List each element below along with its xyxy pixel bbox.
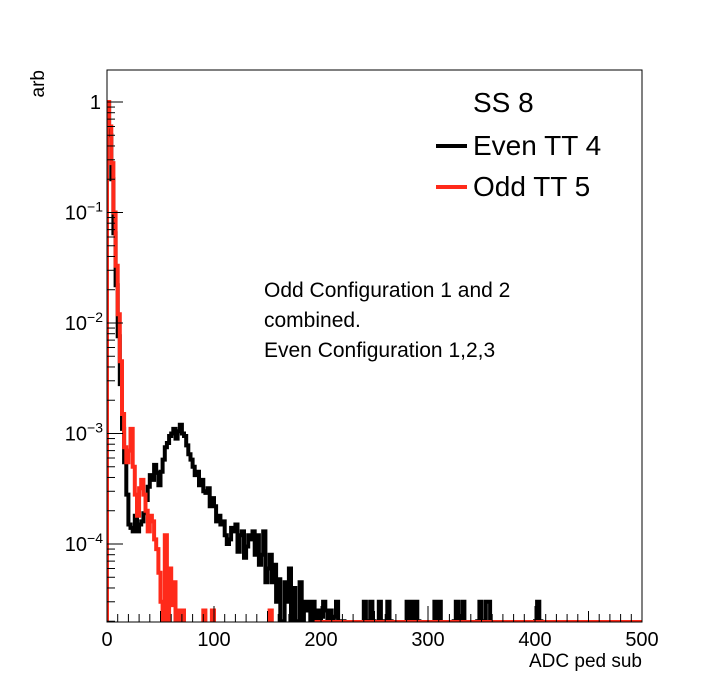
legend: SS 8 Even TT 4 Odd TT 5 [436,87,601,202]
x-axis-title: ADC ped sub [529,651,642,672]
x-tick-label: 200 [304,629,337,651]
legend-header: SS 8 [473,87,534,118]
annotation-line-3: Even Configuration 1,2,3 [264,339,495,362]
x-tick-label: 100 [197,629,230,651]
annotation-line-2: combined. [264,309,361,332]
x-tick-label: 300 [411,629,444,651]
legend-label-odd: Odd TT 5 [473,171,590,202]
annotation: Odd Configuration 1 and 2 combined. Even… [264,279,510,362]
y-tick-label: 10−3 [65,420,103,446]
labels-layer: 0 100 200 300 400 500 1 10−1 10−2 10−3 10−4 [65,92,659,651]
ticks-layer [106,101,643,622]
y-tick-label: 10−2 [65,309,103,335]
x-tick-label: 0 [101,629,112,651]
y-tick-label: 10−4 [65,530,103,556]
x-tick-label: 500 [625,629,658,651]
legend-label-even: Even TT 4 [473,130,601,161]
series-odd-tt5-line [107,100,317,622]
series-layer [107,100,642,622]
annotation-line-1: Odd Configuration 1 and 2 [264,279,510,302]
y-tick-label: 1 [90,92,101,114]
y-tick-label: 10−1 [65,199,103,225]
y-axis-title: arb [28,70,49,97]
x-tick-label: 400 [518,629,551,651]
